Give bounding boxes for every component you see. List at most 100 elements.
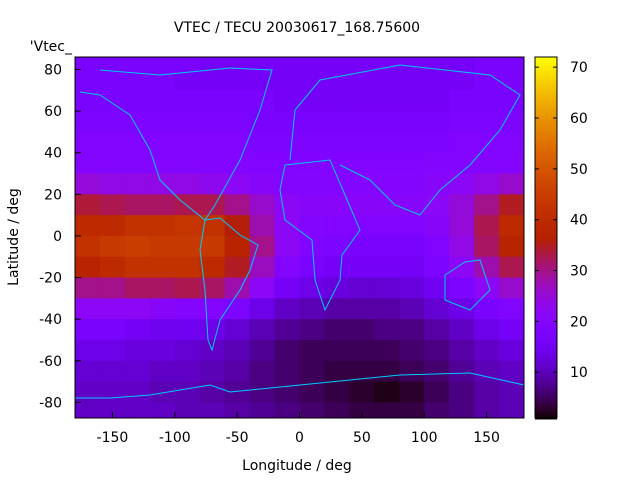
colorbar-segment xyxy=(535,341,557,344)
colorbar-segment xyxy=(535,61,557,64)
heatmap-cell xyxy=(274,277,300,299)
heatmap-cell xyxy=(249,131,276,154)
colorbar-segment xyxy=(535,189,557,192)
heatmap-cell xyxy=(324,90,350,112)
colorbar-segment xyxy=(535,279,557,282)
colorbar-segment xyxy=(535,123,557,126)
heatmap-cell xyxy=(99,339,126,362)
heatmap-cell xyxy=(249,360,276,383)
heatmap-cell xyxy=(249,402,276,419)
colorbar-segment xyxy=(535,407,557,410)
heatmap-cell xyxy=(249,339,276,362)
heatmap-cell xyxy=(224,339,251,362)
colorbar-segment xyxy=(535,85,557,88)
heatmap-cell xyxy=(424,339,450,362)
heatmap-cell xyxy=(249,215,276,237)
heatmap-cell xyxy=(374,319,400,341)
colorbar-segment xyxy=(535,323,557,326)
colorbar-segment xyxy=(535,327,557,330)
colorbar-segment xyxy=(535,105,557,108)
heatmap-cell xyxy=(374,152,400,175)
colorbar-segment xyxy=(535,93,557,96)
heatmap-cell xyxy=(224,57,251,70)
heatmap-cell xyxy=(75,277,101,299)
heatmap-cell xyxy=(324,360,350,383)
heatmap-cell xyxy=(299,339,325,362)
colorbar-segment xyxy=(535,281,557,284)
colorbar-segment xyxy=(535,391,557,394)
colorbar-tick-label: 40 xyxy=(570,213,588,229)
colorbar-segment xyxy=(535,283,557,286)
colorbar-segment xyxy=(535,289,557,292)
colorbar-segment xyxy=(535,81,557,84)
colorbar-segment xyxy=(535,159,557,162)
colorbar-segment xyxy=(535,343,557,346)
heatmap-cell xyxy=(274,339,300,362)
heatmap-cell xyxy=(424,381,450,403)
heatmap-cell xyxy=(299,152,325,175)
heatmap-cell xyxy=(449,319,475,341)
heatmap-cell xyxy=(75,319,101,341)
heatmap-cell xyxy=(324,152,350,175)
coastlines xyxy=(75,64,525,399)
colorbar-segment xyxy=(535,377,557,380)
colorbar-segment xyxy=(535,173,557,176)
coastline-south-america xyxy=(199,217,259,352)
heatmap-cell xyxy=(274,381,300,403)
colorbar-segment xyxy=(535,141,557,144)
colorbar-segment xyxy=(535,99,557,102)
heatmap-cell xyxy=(99,402,126,419)
colorbar-segment xyxy=(535,169,557,172)
heatmap-cell xyxy=(474,277,500,299)
colorbar-segment xyxy=(535,325,557,328)
colorbar-segment xyxy=(535,187,557,190)
heatmap-cell xyxy=(474,381,500,403)
heatmap-cell xyxy=(474,339,500,362)
heatmap-cell xyxy=(424,215,450,237)
heatmap-cell xyxy=(99,235,126,258)
heatmap-cell xyxy=(399,256,425,279)
colorbar-segment xyxy=(535,263,557,266)
colorbar-segment xyxy=(535,71,557,74)
colorbar-segment xyxy=(535,229,557,232)
heatmap-cell xyxy=(149,319,176,341)
colorbar-segment xyxy=(535,375,557,378)
heatmap-cell xyxy=(349,215,375,237)
colorbar-segment xyxy=(535,367,557,370)
heatmap-cell xyxy=(424,402,450,419)
heatmap-cell xyxy=(349,57,375,70)
heatmap-cell xyxy=(249,152,276,175)
colorbar-segment xyxy=(535,133,557,136)
heatmap-cell xyxy=(124,402,151,419)
colorbar-segment xyxy=(535,307,557,310)
heatmap-cell xyxy=(249,256,276,279)
heatmap-cell xyxy=(99,256,126,279)
colorbar-segment xyxy=(535,415,557,418)
heatmap-cell xyxy=(174,69,201,91)
heatmap-cell xyxy=(499,360,525,383)
colorbar-segment xyxy=(535,409,557,412)
heatmap-cell xyxy=(174,277,201,299)
heatmap-cell xyxy=(474,319,500,341)
colorbar-segment xyxy=(535,271,557,274)
heatmap-cell xyxy=(324,215,350,237)
heatmap-cell xyxy=(224,90,251,112)
heatmap-cell xyxy=(399,57,425,70)
colorbar-segment xyxy=(535,69,557,72)
heatmap-cell xyxy=(349,152,375,175)
colorbar-segment xyxy=(535,403,557,406)
heatmap-cell xyxy=(174,173,201,195)
heatmap-cell xyxy=(75,111,101,133)
heatmap-cell xyxy=(199,215,226,237)
heatmap-cell xyxy=(149,90,176,112)
heatmap-cell xyxy=(75,298,101,320)
colorbar-segment xyxy=(535,353,557,356)
heatmap-cell xyxy=(474,360,500,383)
heatmap-cell xyxy=(249,69,276,91)
heatmap-cell xyxy=(499,57,525,70)
heatmap-cell xyxy=(499,235,525,258)
heatmap-cell xyxy=(324,235,350,258)
heatmap-cell xyxy=(149,381,176,403)
colorbar-segment xyxy=(535,215,557,218)
heatmap-cell xyxy=(399,215,425,237)
